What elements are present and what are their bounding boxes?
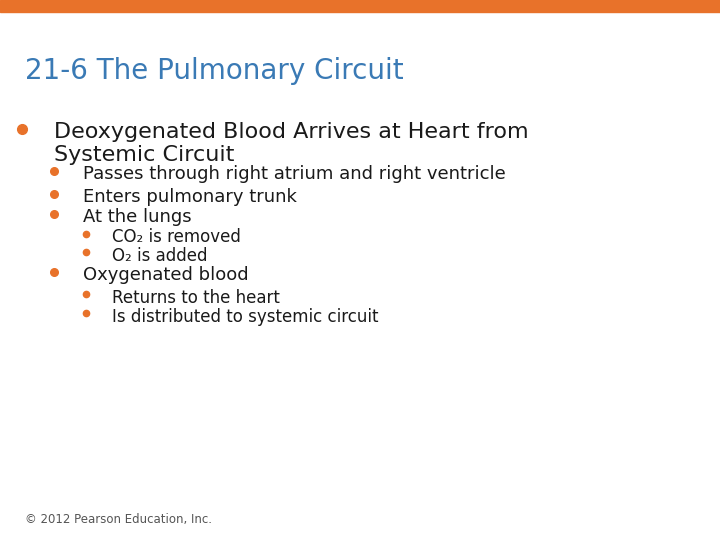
- Text: Passes through right atrium and right ventricle: Passes through right atrium and right ve…: [83, 165, 505, 183]
- Text: CO₂ is removed: CO₂ is removed: [112, 228, 240, 246]
- Text: © 2012 Pearson Education, Inc.: © 2012 Pearson Education, Inc.: [25, 514, 212, 526]
- Text: 21-6 The Pulmonary Circuit: 21-6 The Pulmonary Circuit: [25, 57, 404, 85]
- Text: Returns to the heart: Returns to the heart: [112, 289, 279, 307]
- Text: Is distributed to systemic circuit: Is distributed to systemic circuit: [112, 308, 378, 326]
- Text: Enters pulmonary trunk: Enters pulmonary trunk: [83, 187, 297, 206]
- Text: At the lungs: At the lungs: [83, 208, 192, 226]
- Text: O₂ is added: O₂ is added: [112, 247, 207, 265]
- Bar: [0, 0, 720, 12]
- Text: Oxygenated blood: Oxygenated blood: [83, 266, 248, 284]
- Text: Deoxygenated Blood Arrives at Heart from
Systemic Circuit: Deoxygenated Blood Arrives at Heart from…: [54, 122, 528, 165]
